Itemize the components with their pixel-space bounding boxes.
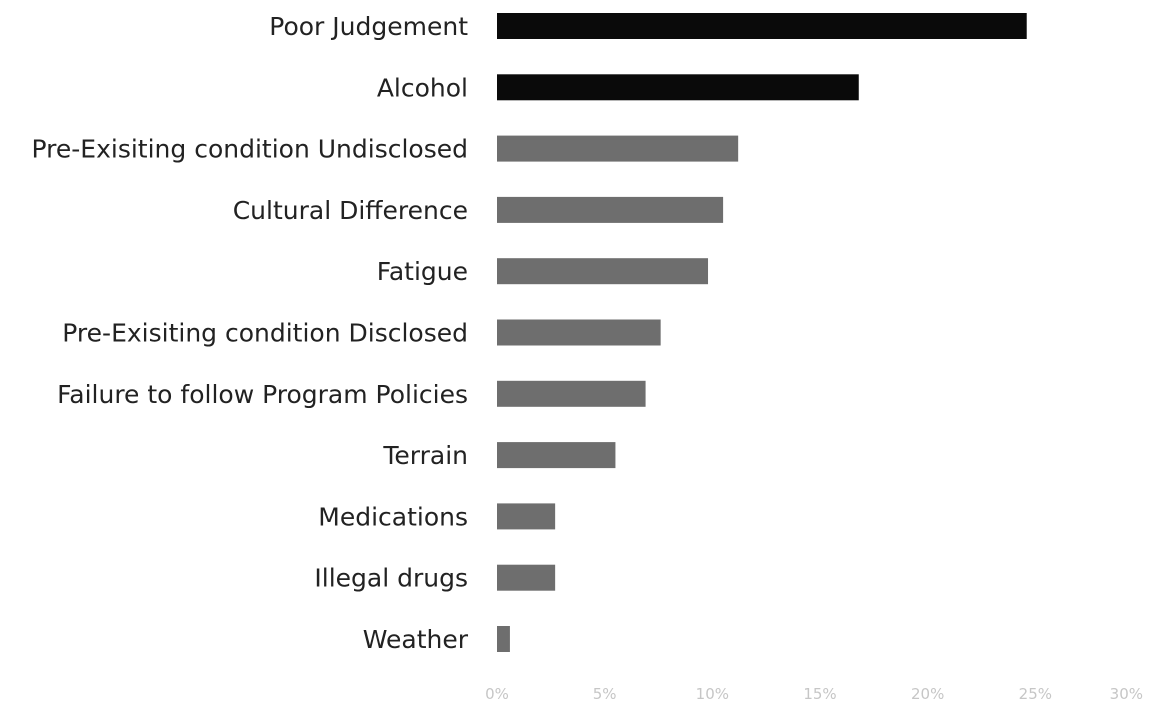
category-labels: Poor Judgement Alcohol Pre-Exisiting condi… [32, 12, 469, 654]
x-tick-label-30: 30% [1110, 685, 1143, 703]
bar-weather [497, 626, 510, 652]
category-label-pre-exisiting-condition-undisclosed: Pre-Exisiting condition Undisclosed [32, 135, 468, 164]
category-label-medications: Medications [318, 502, 468, 531]
category-label-poor-judgement: Poor Judgement [269, 12, 468, 41]
x-tick-label-0: 0% [485, 685, 509, 703]
bars [497, 13, 1027, 652]
x-tick-label-5: 5% [593, 685, 617, 703]
x-tick-label-20: 20% [911, 685, 944, 703]
category-label-cultural-difference: Cultural Difference [233, 196, 468, 225]
x-axis-tick-labels: 0% 5% 10% 15% 20% 25% 30% [485, 685, 1143, 703]
x-tick-label-10: 10% [696, 685, 729, 703]
x-tick-label-15: 15% [803, 685, 836, 703]
bar-alcohol [497, 74, 859, 101]
category-label-weather: Weather [363, 625, 469, 654]
category-label-alcohol: Alcohol [377, 73, 468, 102]
bar-pre-exisiting-condition-undisclosed [497, 135, 739, 162]
category-label-pre-exisiting-condition-disclosed: Pre-Exisiting condition Disclosed [62, 319, 468, 348]
bar-failure-to-follow-program-policies [497, 380, 646, 407]
category-label-fatigue: Fatigue [377, 257, 468, 286]
bar-fatigue [497, 258, 709, 285]
bar-terrain [497, 442, 616, 469]
bar-cultural-difference [497, 196, 724, 223]
bar-poor-judgement [497, 13, 1027, 39]
category-label-illegal-drugs: Illegal drugs [314, 564, 468, 593]
bar-pre-exisiting-condition-disclosed [497, 319, 661, 346]
bar-medications [497, 503, 556, 530]
category-label-terrain: Terrain [382, 441, 468, 470]
bar-illegal-drugs [497, 564, 556, 591]
category-label-failure-to-follow-program-policies: Failure to follow Program Policies [57, 380, 468, 409]
x-tick-label-25: 25% [1019, 685, 1052, 703]
